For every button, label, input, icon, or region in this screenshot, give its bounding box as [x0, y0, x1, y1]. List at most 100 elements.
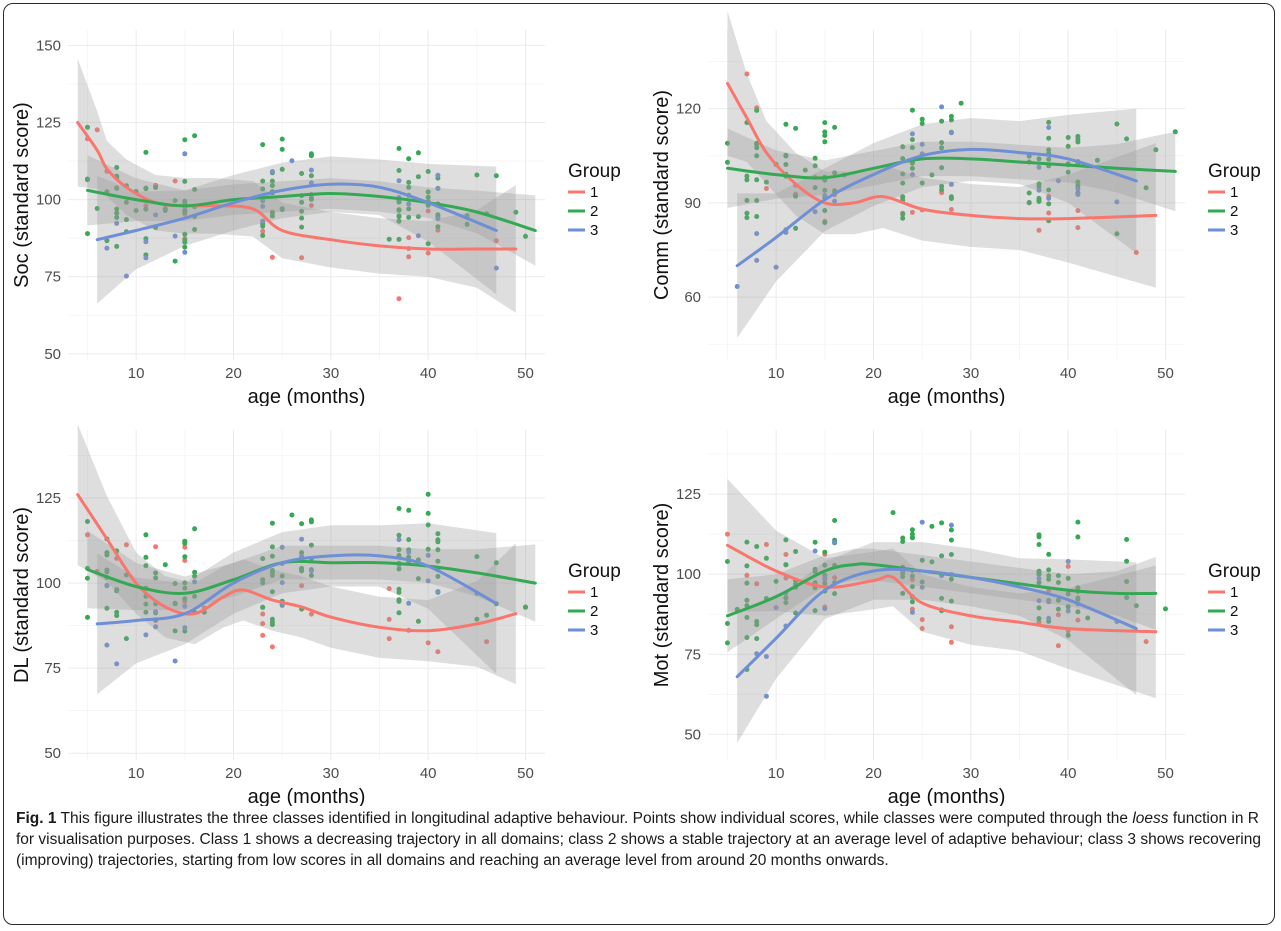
data-point-group-3	[822, 606, 828, 612]
data-point-group-2	[474, 554, 480, 560]
data-point-group-1	[484, 639, 490, 645]
data-point-group-2	[415, 576, 421, 582]
data-point-group-2	[406, 184, 412, 190]
x-tick-label: 20	[865, 365, 882, 382]
data-point-group-3	[435, 186, 441, 191]
data-point-group-2	[425, 194, 431, 200]
data-point-group-3	[143, 239, 149, 245]
data-point-group-2	[114, 165, 120, 170]
data-point-group-1	[299, 583, 305, 589]
data-point-group-2	[900, 535, 906, 541]
data-point-group-2	[182, 580, 188, 586]
smooth-line-group-3	[735, 567, 1138, 679]
data-point-group-2	[435, 537, 441, 543]
data-point-group-2	[308, 519, 314, 525]
data-point-group-3	[182, 151, 188, 157]
data-point-group-3	[182, 625, 188, 631]
data-point-group-2	[260, 186, 266, 192]
data-point-group-3	[153, 624, 159, 630]
data-point-group-3	[754, 257, 760, 263]
data-point-group-2	[269, 553, 275, 559]
data-point-group-2	[104, 569, 110, 575]
data-point-group-2	[1046, 119, 1052, 125]
dl-panel: 10 20 30 40 50 50 75 100 125 age (months) DL (stan…	[0, 410, 640, 806]
x-tick-label: 40	[1060, 365, 1077, 382]
figure-frame	[3, 3, 1275, 925]
data-point-group-3	[763, 693, 769, 699]
data-point-group-1	[182, 558, 188, 563]
data-point-group-2	[123, 636, 129, 642]
data-point-group-3	[812, 548, 818, 554]
data-point-group-3	[104, 245, 110, 251]
data-point-group-2	[308, 196, 314, 202]
data-point-group-2	[299, 199, 305, 205]
data-point-group-2	[269, 178, 275, 184]
x-tick-label: 50	[1157, 365, 1174, 382]
smooth-line-group-2	[86, 559, 537, 595]
data-point-group-2	[783, 537, 789, 543]
data-point-group-2	[425, 491, 431, 497]
data-point-group-2	[725, 559, 730, 564]
data-point-group-2	[85, 231, 90, 237]
data-point-group-2	[1046, 551, 1052, 557]
data-point-group-2	[1046, 201, 1052, 207]
data-point-group-1	[1075, 617, 1081, 623]
data-point-group-2	[182, 178, 188, 184]
data-point-group-2	[192, 133, 198, 139]
data-point-group-2	[1046, 187, 1052, 193]
data-point-group-2	[1046, 573, 1052, 579]
data-point-group-2	[269, 544, 275, 550]
data-point-group-2	[396, 547, 402, 553]
data-point-group-2	[783, 152, 789, 158]
data-point-group-2	[153, 185, 159, 190]
data-point-group-2	[744, 580, 750, 586]
data-point-group-2	[143, 186, 149, 192]
data-point-group-2	[1036, 532, 1042, 538]
data-point-group-2	[822, 562, 828, 568]
data-point-group-1	[1036, 619, 1042, 625]
data-point-group-2	[822, 580, 828, 586]
data-point-group-2	[783, 600, 789, 606]
data-point-group-2	[85, 614, 90, 620]
data-point-group-2	[182, 554, 188, 560]
x-tick-label: 20	[225, 365, 242, 382]
data-point-group-2	[939, 595, 945, 601]
data-point-group-2	[114, 185, 120, 191]
data-point-group-2	[1055, 580, 1061, 585]
data-point-group-2	[299, 224, 305, 230]
data-point-group-2	[948, 527, 954, 533]
data-point-group-2	[909, 160, 915, 166]
data-point-group-2	[919, 579, 925, 585]
y-tick-label: 100	[36, 192, 61, 209]
data-point-group-2	[474, 172, 480, 178]
data-point-group-1	[153, 544, 159, 550]
data-point-group-2	[474, 616, 480, 622]
data-point-group-2	[192, 187, 198, 192]
data-point-group-3	[406, 549, 412, 555]
data-point-group-2	[793, 193, 799, 199]
data-point-group-2	[308, 151, 314, 157]
data-point-group-2	[832, 124, 838, 130]
legend-label-group-3: 3	[590, 622, 598, 639]
data-point-group-2	[812, 569, 818, 575]
data-point-group-3	[279, 544, 285, 550]
data-point-group-2	[114, 609, 120, 615]
legend-label-group-2: 2	[1230, 603, 1238, 620]
data-point-group-2	[900, 574, 906, 580]
data-point-group-2	[744, 615, 750, 620]
data-point-group-2	[1143, 185, 1149, 191]
data-point-group-2	[939, 118, 945, 124]
y-tick-label: 75	[684, 646, 701, 663]
data-point-group-2	[919, 116, 925, 122]
data-point-group-1	[123, 542, 129, 548]
data-point-group-1	[260, 228, 266, 234]
data-point-group-1	[308, 203, 314, 208]
data-point-group-3	[909, 609, 915, 615]
data-point-group-2	[260, 142, 266, 148]
data-point-group-2	[523, 233, 528, 239]
data-point-group-2	[822, 120, 828, 126]
y-tick-label: 150	[36, 37, 61, 54]
data-point-group-2	[182, 239, 188, 245]
data-point-group-2	[162, 562, 168, 568]
x-tick-label: 50	[517, 365, 534, 382]
